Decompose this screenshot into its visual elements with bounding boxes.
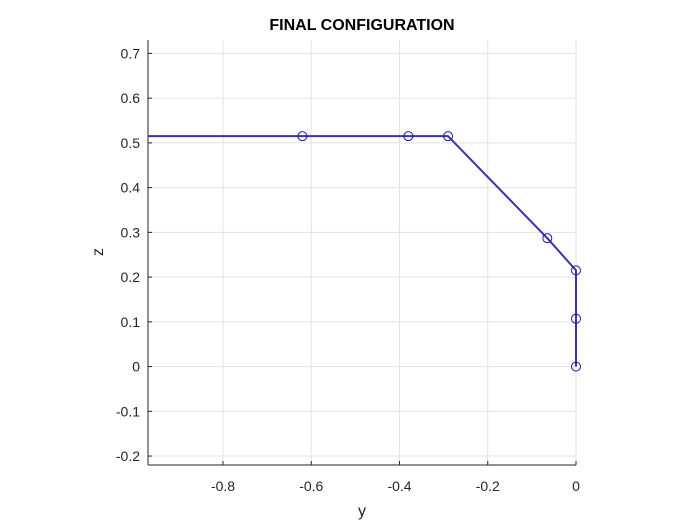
y-tick-label: 0.6 bbox=[121, 90, 141, 106]
x-tick-label: -0.8 bbox=[211, 478, 235, 494]
ticks: -0.8 -0.6 -0.4 -0.2 0 -0.2 -0.1 0 0.1 0.2 0.3 0.4 0.… bbox=[116, 45, 580, 494]
series-line bbox=[148, 135, 577, 367]
y-tick-label: 0.7 bbox=[121, 45, 141, 61]
joint-marker bbox=[403, 131, 414, 142]
plot-area bbox=[148, 40, 576, 465]
x-tick-label: -0.6 bbox=[299, 478, 323, 494]
y-tick-label: 0.2 bbox=[121, 269, 141, 285]
joint-marker bbox=[571, 265, 581, 276]
x-axis-label: y bbox=[358, 503, 366, 520]
joint-marker bbox=[542, 233, 553, 244]
chart-title: FINAL CONFIGURATION bbox=[269, 17, 454, 34]
x-tick-label: -0.4 bbox=[387, 478, 411, 494]
y-tick-label: -0.1 bbox=[116, 403, 140, 419]
y-axis-label: z bbox=[90, 248, 107, 256]
y-tick-label: 0 bbox=[132, 359, 140, 375]
y-tick-label: 0.3 bbox=[121, 224, 141, 240]
joint-marker bbox=[571, 313, 581, 324]
y-tick-label: -0.2 bbox=[116, 448, 140, 464]
x-tick-label: 0 bbox=[572, 478, 580, 494]
grid bbox=[148, 40, 577, 465]
joint-marker bbox=[571, 361, 581, 372]
y-tick-label: 0.5 bbox=[121, 135, 141, 151]
axes bbox=[147, 40, 576, 466]
joint-marker bbox=[297, 131, 308, 142]
y-tick-label: 0.4 bbox=[121, 180, 141, 196]
joint-marker bbox=[443, 131, 454, 142]
data-layer bbox=[148, 131, 581, 372]
x-tick-label: -0.2 bbox=[476, 478, 500, 494]
y-tick-label: 0.1 bbox=[121, 314, 141, 330]
